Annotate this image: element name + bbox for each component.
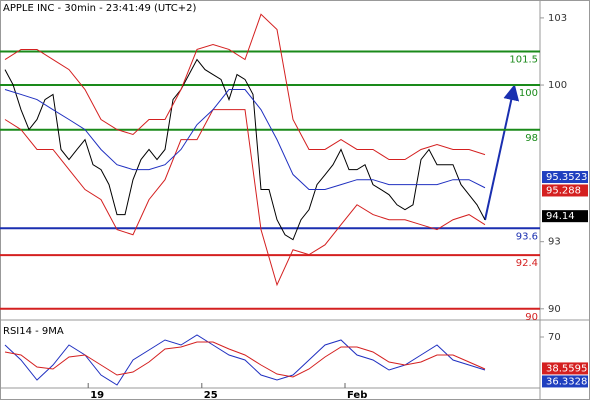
series-line — [4, 341, 486, 378]
series-line — [4, 13, 486, 161]
price-tag-label: 95.3523 — [546, 172, 587, 183]
price-tag-label: 36.3328 — [546, 376, 587, 387]
series-line — [4, 58, 486, 241]
price-tag — [542, 184, 588, 197]
price-tag — [542, 362, 588, 375]
y-tick-label: 103 — [548, 13, 567, 24]
chart-title: APPLE INC - 30min - 23:41:49 (UTC+2) — [3, 3, 196, 14]
price-tag-label: 38.5595 — [546, 363, 587, 374]
rsi-title: RSI14 - 9MA — [3, 326, 64, 337]
level-label: 98 — [525, 133, 538, 144]
level-label: 93.6 — [516, 231, 538, 242]
forecast-arrow — [484, 84, 520, 221]
series-line — [4, 89, 486, 191]
y-tick-label: 93 — [548, 237, 561, 248]
level-label: 92.4 — [516, 258, 538, 269]
price-tag — [542, 171, 588, 184]
x-tick-label: 25 — [204, 390, 218, 400]
level-label: 101.5 — [509, 54, 538, 65]
x-tick-label: Feb — [347, 390, 367, 400]
price-tag — [542, 375, 588, 388]
y-tick-label: 100 — [548, 80, 567, 91]
series-line — [4, 109, 486, 287]
price-tag — [542, 210, 588, 223]
level-label: 90 — [525, 312, 538, 323]
price-tag-label: 95.288 — [546, 185, 581, 196]
y-tick-label: 70 — [548, 332, 561, 343]
y-tick-label: 90 — [548, 304, 561, 315]
price-tag-label: 94.14 — [546, 211, 575, 222]
x-tick-label: 19 — [90, 390, 104, 400]
level-label: 100 — [519, 88, 538, 99]
